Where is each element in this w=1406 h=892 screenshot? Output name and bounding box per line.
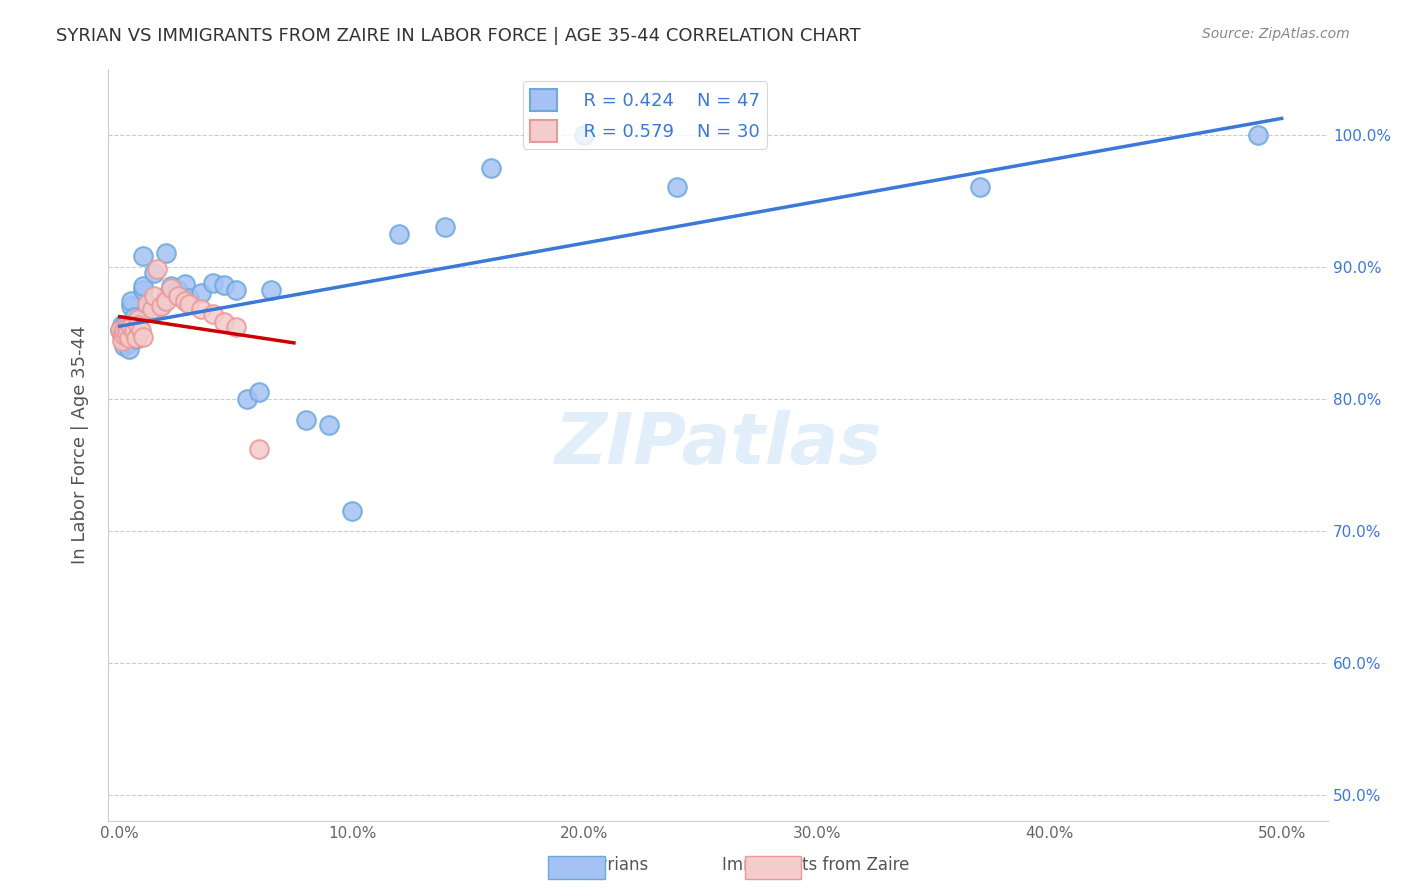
Point bbox=[247, 442, 270, 456]
Point bbox=[433, 220, 456, 235]
Point bbox=[212, 315, 235, 329]
Point bbox=[112, 328, 135, 343]
Point bbox=[225, 320, 247, 334]
Point bbox=[173, 293, 195, 308]
Point bbox=[120, 320, 142, 334]
Point bbox=[132, 249, 155, 263]
Point bbox=[120, 293, 142, 308]
Point bbox=[136, 301, 159, 316]
Point bbox=[112, 319, 135, 334]
Point bbox=[969, 180, 991, 194]
Point bbox=[190, 286, 212, 301]
Point bbox=[118, 331, 141, 345]
Point bbox=[115, 334, 138, 349]
Point bbox=[127, 328, 149, 343]
Point bbox=[1247, 128, 1270, 142]
Point bbox=[122, 325, 145, 339]
Point bbox=[127, 312, 149, 326]
Point bbox=[247, 385, 270, 400]
Point bbox=[111, 318, 134, 332]
Text: ZIPatlas: ZIPatlas bbox=[554, 410, 882, 480]
Point bbox=[294, 413, 316, 427]
Point bbox=[159, 279, 181, 293]
Point bbox=[166, 284, 188, 298]
Point bbox=[112, 325, 135, 339]
Text: Immigrants from Zaire: Immigrants from Zaire bbox=[721, 856, 910, 874]
Point bbox=[132, 279, 155, 293]
Point bbox=[143, 266, 166, 280]
Point bbox=[574, 128, 596, 142]
Point bbox=[111, 328, 134, 343]
Point bbox=[115, 322, 138, 336]
Point bbox=[146, 262, 169, 277]
Point bbox=[111, 334, 134, 348]
Point bbox=[155, 289, 177, 303]
Point bbox=[201, 276, 224, 290]
Point bbox=[179, 296, 201, 310]
Point bbox=[141, 301, 163, 316]
Point bbox=[159, 281, 181, 295]
Point bbox=[115, 331, 138, 345]
Point bbox=[212, 278, 235, 293]
Text: Source: ZipAtlas.com: Source: ZipAtlas.com bbox=[1202, 27, 1350, 41]
Point bbox=[111, 320, 134, 334]
Point bbox=[387, 227, 409, 241]
Point bbox=[118, 336, 141, 351]
Point bbox=[127, 318, 149, 332]
Point bbox=[111, 328, 134, 343]
Point bbox=[125, 331, 148, 345]
Point bbox=[179, 291, 201, 305]
Point bbox=[112, 323, 135, 337]
Point bbox=[155, 293, 177, 308]
Point bbox=[155, 246, 177, 260]
Point bbox=[318, 418, 340, 433]
Point bbox=[201, 307, 224, 321]
Point bbox=[112, 339, 135, 353]
Point bbox=[122, 310, 145, 324]
Point bbox=[173, 277, 195, 291]
Point bbox=[150, 299, 173, 313]
Point bbox=[120, 299, 142, 313]
Point bbox=[143, 289, 166, 303]
Point bbox=[190, 301, 212, 316]
Point bbox=[108, 323, 131, 337]
Point bbox=[129, 323, 152, 337]
Point bbox=[236, 392, 259, 406]
Point bbox=[132, 329, 155, 343]
Point bbox=[260, 284, 283, 298]
Legend:   R = 0.424    N = 47,   R = 0.579    N = 30: R = 0.424 N = 47, R = 0.579 N = 30 bbox=[523, 81, 766, 149]
Point bbox=[481, 161, 503, 175]
Point bbox=[166, 289, 188, 303]
Point bbox=[150, 299, 173, 313]
Point bbox=[108, 323, 131, 337]
Point bbox=[125, 332, 148, 346]
Y-axis label: In Labor Force | Age 35-44: In Labor Force | Age 35-44 bbox=[72, 326, 89, 565]
Point bbox=[340, 504, 363, 518]
Text: Syrians: Syrians bbox=[588, 856, 650, 874]
Text: SYRIAN VS IMMIGRANTS FROM ZAIRE IN LABOR FORCE | AGE 35-44 CORRELATION CHART: SYRIAN VS IMMIGRANTS FROM ZAIRE IN LABOR… bbox=[56, 27, 860, 45]
Point bbox=[115, 326, 138, 341]
Point bbox=[111, 326, 134, 340]
Point bbox=[112, 322, 135, 336]
Point bbox=[132, 284, 155, 298]
Point bbox=[666, 180, 689, 194]
Point bbox=[136, 296, 159, 310]
Point bbox=[225, 284, 247, 298]
Point bbox=[118, 342, 141, 356]
